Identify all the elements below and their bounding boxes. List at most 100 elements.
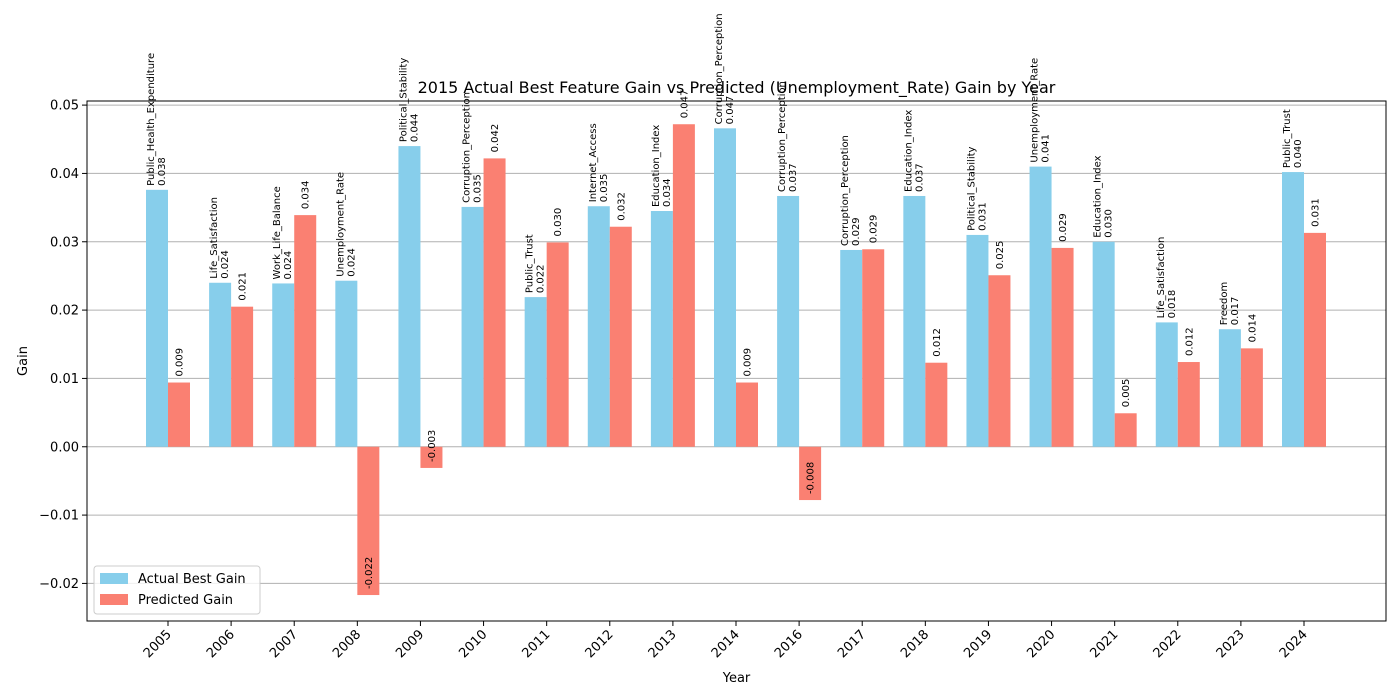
predicted-bar bbox=[988, 275, 1011, 447]
actual-feature-label: Internet_Access bbox=[588, 123, 599, 202]
actual-bar bbox=[461, 206, 484, 447]
actual-bar bbox=[714, 128, 736, 447]
predicted-bar bbox=[483, 158, 506, 447]
actual-value-label: 0.035 bbox=[473, 174, 484, 203]
chart-title: 2015 Actual Best Feature Gain vs Predict… bbox=[418, 78, 1056, 98]
actual-bar bbox=[209, 282, 232, 447]
actual-bar bbox=[650, 211, 673, 447]
actual-value-label: 0.029 bbox=[851, 217, 862, 246]
actual-feature-label: Unemployment_Rate bbox=[335, 172, 346, 277]
predicted-bar bbox=[1304, 232, 1326, 447]
predicted-value-label: 0.034 bbox=[301, 180, 312, 209]
actual-value-label: 0.037 bbox=[788, 163, 799, 192]
predicted-value-label: -0.003 bbox=[427, 430, 438, 462]
actual-bar bbox=[398, 146, 421, 447]
bar-labels: Public_Health_Expenditure 0.038 0.009 Life_… bbox=[146, 13, 1322, 589]
actual-feature-label: Political_Stability bbox=[398, 58, 409, 142]
actual-bar bbox=[777, 195, 800, 447]
actual-value-label: 0.022 bbox=[536, 264, 547, 293]
predicted-bar bbox=[862, 249, 885, 447]
actual-feature-label: Education_Index bbox=[903, 110, 914, 192]
actual-value-label: 0.037 bbox=[914, 163, 925, 192]
y-tick-label: 0.03 bbox=[50, 235, 79, 250]
y-axis: −0.02 −0.01 0.00 0.01 0.02 0.03 0.04 0.05 bbox=[39, 99, 87, 592]
predicted-bar bbox=[1114, 413, 1137, 447]
predicted-value-label: 0.029 bbox=[869, 215, 880, 244]
y-tick-label: −0.01 bbox=[39, 509, 79, 524]
predicted-value-label: 0.012 bbox=[932, 328, 943, 357]
actual-value-label: 0.024 bbox=[220, 250, 231, 279]
actual-value-label: 0.017 bbox=[1230, 297, 1241, 326]
legend-box bbox=[93, 565, 261, 615]
predicted-value-label: 0.029 bbox=[1058, 213, 1069, 242]
actual-feature-label: Work_Life_Balance bbox=[272, 186, 283, 279]
predicted-value-label: 0.025 bbox=[995, 241, 1006, 270]
predicted-bar bbox=[672, 124, 695, 447]
actual-value-label: 0.038 bbox=[157, 157, 168, 186]
y-tick-label: 0.01 bbox=[50, 372, 79, 387]
y-tick-label: 0.04 bbox=[50, 167, 79, 182]
legend-entry: Predicted Gain bbox=[138, 593, 233, 608]
actual-value-label: 0.047 bbox=[725, 96, 736, 125]
actual-feature-label: Education_Index bbox=[651, 125, 662, 207]
predicted-value-label: 0.047 bbox=[679, 90, 690, 119]
predicted-value-label: 0.009 bbox=[175, 348, 186, 377]
actual-bar bbox=[146, 189, 168, 447]
predicted-bar bbox=[357, 446, 380, 596]
actual-bar bbox=[1029, 166, 1052, 447]
actual-feature-label: Public_Trust bbox=[1282, 109, 1293, 168]
actual-value-label: 0.024 bbox=[283, 251, 294, 280]
actual-value-label: 0.035 bbox=[599, 174, 610, 203]
actual-feature-label: Corruption_Perception bbox=[462, 92, 473, 203]
actual-bar bbox=[272, 283, 295, 447]
legend-entry: Actual Best Gain bbox=[138, 572, 246, 587]
predicted-value-label: 0.005 bbox=[1121, 379, 1132, 408]
actual-feature-label: Life_Satisfaction bbox=[1156, 237, 1167, 319]
actual-feature-label: Life_Satisfaction bbox=[209, 197, 220, 279]
y-tick-label: 0.02 bbox=[50, 304, 79, 319]
y-tick-label: 0.05 bbox=[50, 99, 79, 114]
predicted-bar bbox=[168, 382, 190, 447]
actual-feature-label: Corruption_Perception bbox=[714, 13, 725, 124]
y-tick-label: −0.02 bbox=[39, 577, 79, 592]
legend: Actual Best Gain Predicted Gain bbox=[93, 565, 261, 615]
actual-bar bbox=[1092, 241, 1115, 447]
actual-value-label: 0.031 bbox=[977, 202, 988, 231]
predicted-value-label: 0.009 bbox=[743, 348, 754, 377]
actual-feature-label: Public_Health_Expenditure bbox=[146, 53, 157, 186]
predicted-bar bbox=[799, 446, 822, 501]
predicted-value-label: 0.030 bbox=[553, 208, 564, 237]
predicted-bar bbox=[609, 226, 632, 447]
actual-feature-label: Political_Stability bbox=[966, 146, 977, 230]
actual-bar bbox=[335, 280, 358, 447]
actual-bar bbox=[1155, 322, 1178, 447]
actual-bar bbox=[524, 297, 547, 447]
actual-bar bbox=[903, 195, 926, 447]
predicted-value-label: 0.032 bbox=[616, 192, 627, 221]
actual-feature-label: Unemployment_Rate bbox=[1030, 58, 1041, 163]
legend-swatch bbox=[100, 573, 128, 584]
actual-value-label: 0.034 bbox=[662, 178, 673, 207]
predicted-bar bbox=[231, 306, 254, 447]
actual-feature-label: Corruption_Perception bbox=[777, 81, 788, 192]
predicted-value-label: -0.022 bbox=[364, 557, 375, 589]
predicted-bar bbox=[1240, 348, 1263, 447]
actual-feature-label: Freedom bbox=[1219, 282, 1230, 325]
actual-value-label: 0.018 bbox=[1167, 290, 1178, 319]
y-axis-label: Gain bbox=[16, 346, 31, 376]
actual-value-label: 0.040 bbox=[1293, 139, 1304, 168]
predicted-value-label: 0.031 bbox=[1311, 198, 1322, 227]
actual-bar bbox=[966, 234, 989, 447]
actual-value-label: 0.030 bbox=[1104, 209, 1115, 238]
actual-value-label: 0.024 bbox=[346, 248, 357, 277]
predicted-bar bbox=[925, 362, 948, 447]
actual-value-label: 0.041 bbox=[1041, 134, 1052, 163]
predicted-bar bbox=[420, 446, 443, 468]
predicted-value-label: 0.042 bbox=[490, 124, 501, 153]
x-axis-label: Year bbox=[722, 671, 751, 686]
actual-value-label: 0.044 bbox=[409, 113, 420, 142]
predicted-bar bbox=[294, 215, 317, 447]
predicted-value-label: -0.008 bbox=[806, 462, 817, 494]
predicted-value-label: 0.021 bbox=[238, 272, 249, 301]
